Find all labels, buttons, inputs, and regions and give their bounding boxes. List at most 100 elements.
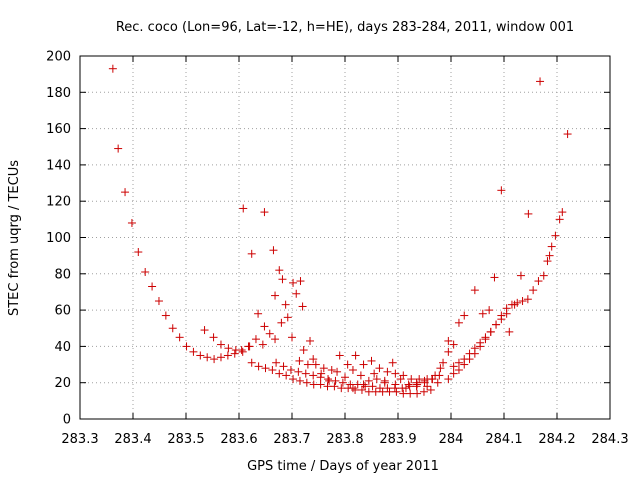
data-point [406,389,415,398]
data-point [175,333,184,342]
data-point [383,367,392,376]
y-tick-label: 120 [46,195,71,210]
y-tick-label: 20 [54,376,71,391]
data-point [239,204,248,213]
data-point [338,378,347,387]
x-tick-label: 283.9 [379,432,416,447]
data-point [121,188,130,197]
data-point [337,384,346,393]
data-point [392,387,401,396]
data-point [407,375,416,384]
data-point [298,302,307,311]
data-point [203,353,212,362]
data-point [449,362,458,371]
data-point [292,289,301,298]
data-point [309,371,318,380]
data-point [470,344,479,353]
x-tick-label: 284.1 [485,432,522,447]
y-tick-label: 200 [46,50,71,65]
data-point [141,267,150,276]
data-point [391,380,400,389]
data-point [380,376,389,385]
data-point [271,335,280,344]
data-point [161,311,170,320]
data-point [444,347,453,356]
data-point [371,387,380,396]
data-point [413,380,422,389]
data-point [476,338,485,347]
data-point [265,329,274,338]
x-tick-label: 284.3 [591,432,628,447]
data-point [286,365,295,374]
data-point [375,364,384,373]
data-point [449,340,458,349]
data-point [134,248,143,257]
y-tick-label: 180 [46,86,71,101]
data-point [230,349,239,358]
data-point [478,309,487,318]
data-point [351,385,360,394]
data-point [563,130,572,139]
data-point [396,375,405,384]
data-point [555,215,564,224]
x-tick-label: 283.4 [114,432,151,447]
data-point [368,382,377,391]
data-point [295,356,304,365]
data-point [454,365,463,374]
chart-title: Rec. coco (Lon=96, Lat=-12, h=HE), days … [116,20,574,35]
data-point [502,309,511,318]
data-point [168,324,177,333]
data-point [439,358,448,367]
x-tick-label: 283.5 [167,432,204,447]
data-point [108,64,117,73]
y-tick-label: 40 [54,340,71,355]
data-point [536,77,545,86]
data-point [303,360,312,369]
data-point [302,378,311,387]
x-tick-label: 283.3 [61,432,98,447]
data-point [251,335,260,344]
data-point [412,382,421,391]
data-point [543,257,552,266]
y-tick-label: 160 [46,122,71,137]
data-point [325,376,334,385]
data-points [108,64,572,398]
data-point [316,380,325,389]
data-point [247,249,256,258]
data-point [295,376,304,385]
data-point [238,347,247,356]
data-point [223,351,232,360]
data-point [361,382,370,391]
y-axis-label: STEC from uqrg / TECUs [7,160,22,316]
data-point [505,327,514,336]
data-point [364,376,373,385]
data-point [497,315,506,324]
data-point [289,278,298,287]
data-point [364,387,373,396]
data-point [268,365,277,374]
data-point [428,375,437,384]
data-point [551,231,560,240]
data-point [372,375,381,384]
data-point [539,271,548,280]
data-point [196,351,205,360]
data-point [359,360,368,369]
data-point [485,306,494,315]
data-point [413,389,422,398]
data-point [454,318,463,327]
data-point [127,218,136,227]
x-axis-label: GPS time / Days of year 2011 [247,459,439,474]
data-point [247,358,256,367]
data-point [269,246,278,255]
data-point [216,340,225,349]
data-point [311,360,320,369]
data-point [481,333,490,342]
data-point [324,375,333,384]
data-point [200,326,209,335]
data-point [399,389,408,398]
x-tick-label: 283.7 [273,432,310,447]
data-point [433,378,442,387]
data-point [210,355,219,364]
